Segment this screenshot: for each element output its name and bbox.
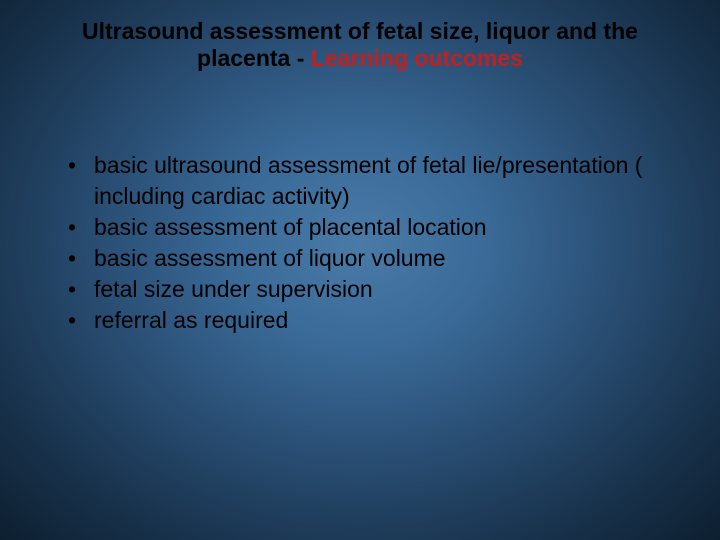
- list-item: basic assessment of placental location: [64, 212, 680, 243]
- slide-container: Ultrasound assessment of fetal size, liq…: [0, 0, 720, 540]
- list-item: referral as required: [64, 305, 680, 336]
- slide-title: Ultrasound assessment of fetal size, liq…: [40, 18, 680, 72]
- list-item: basic ultrasound assessment of fetal lie…: [64, 150, 680, 212]
- list-item: fetal size under supervision: [64, 274, 680, 305]
- slide-content: basic ultrasound assessment of fetal lie…: [40, 150, 680, 336]
- title-highlight-text: Learning outcomes: [311, 45, 523, 71]
- list-item: basic assessment of liquor volume: [64, 243, 680, 274]
- bullet-list: basic ultrasound assessment of fetal lie…: [64, 150, 680, 336]
